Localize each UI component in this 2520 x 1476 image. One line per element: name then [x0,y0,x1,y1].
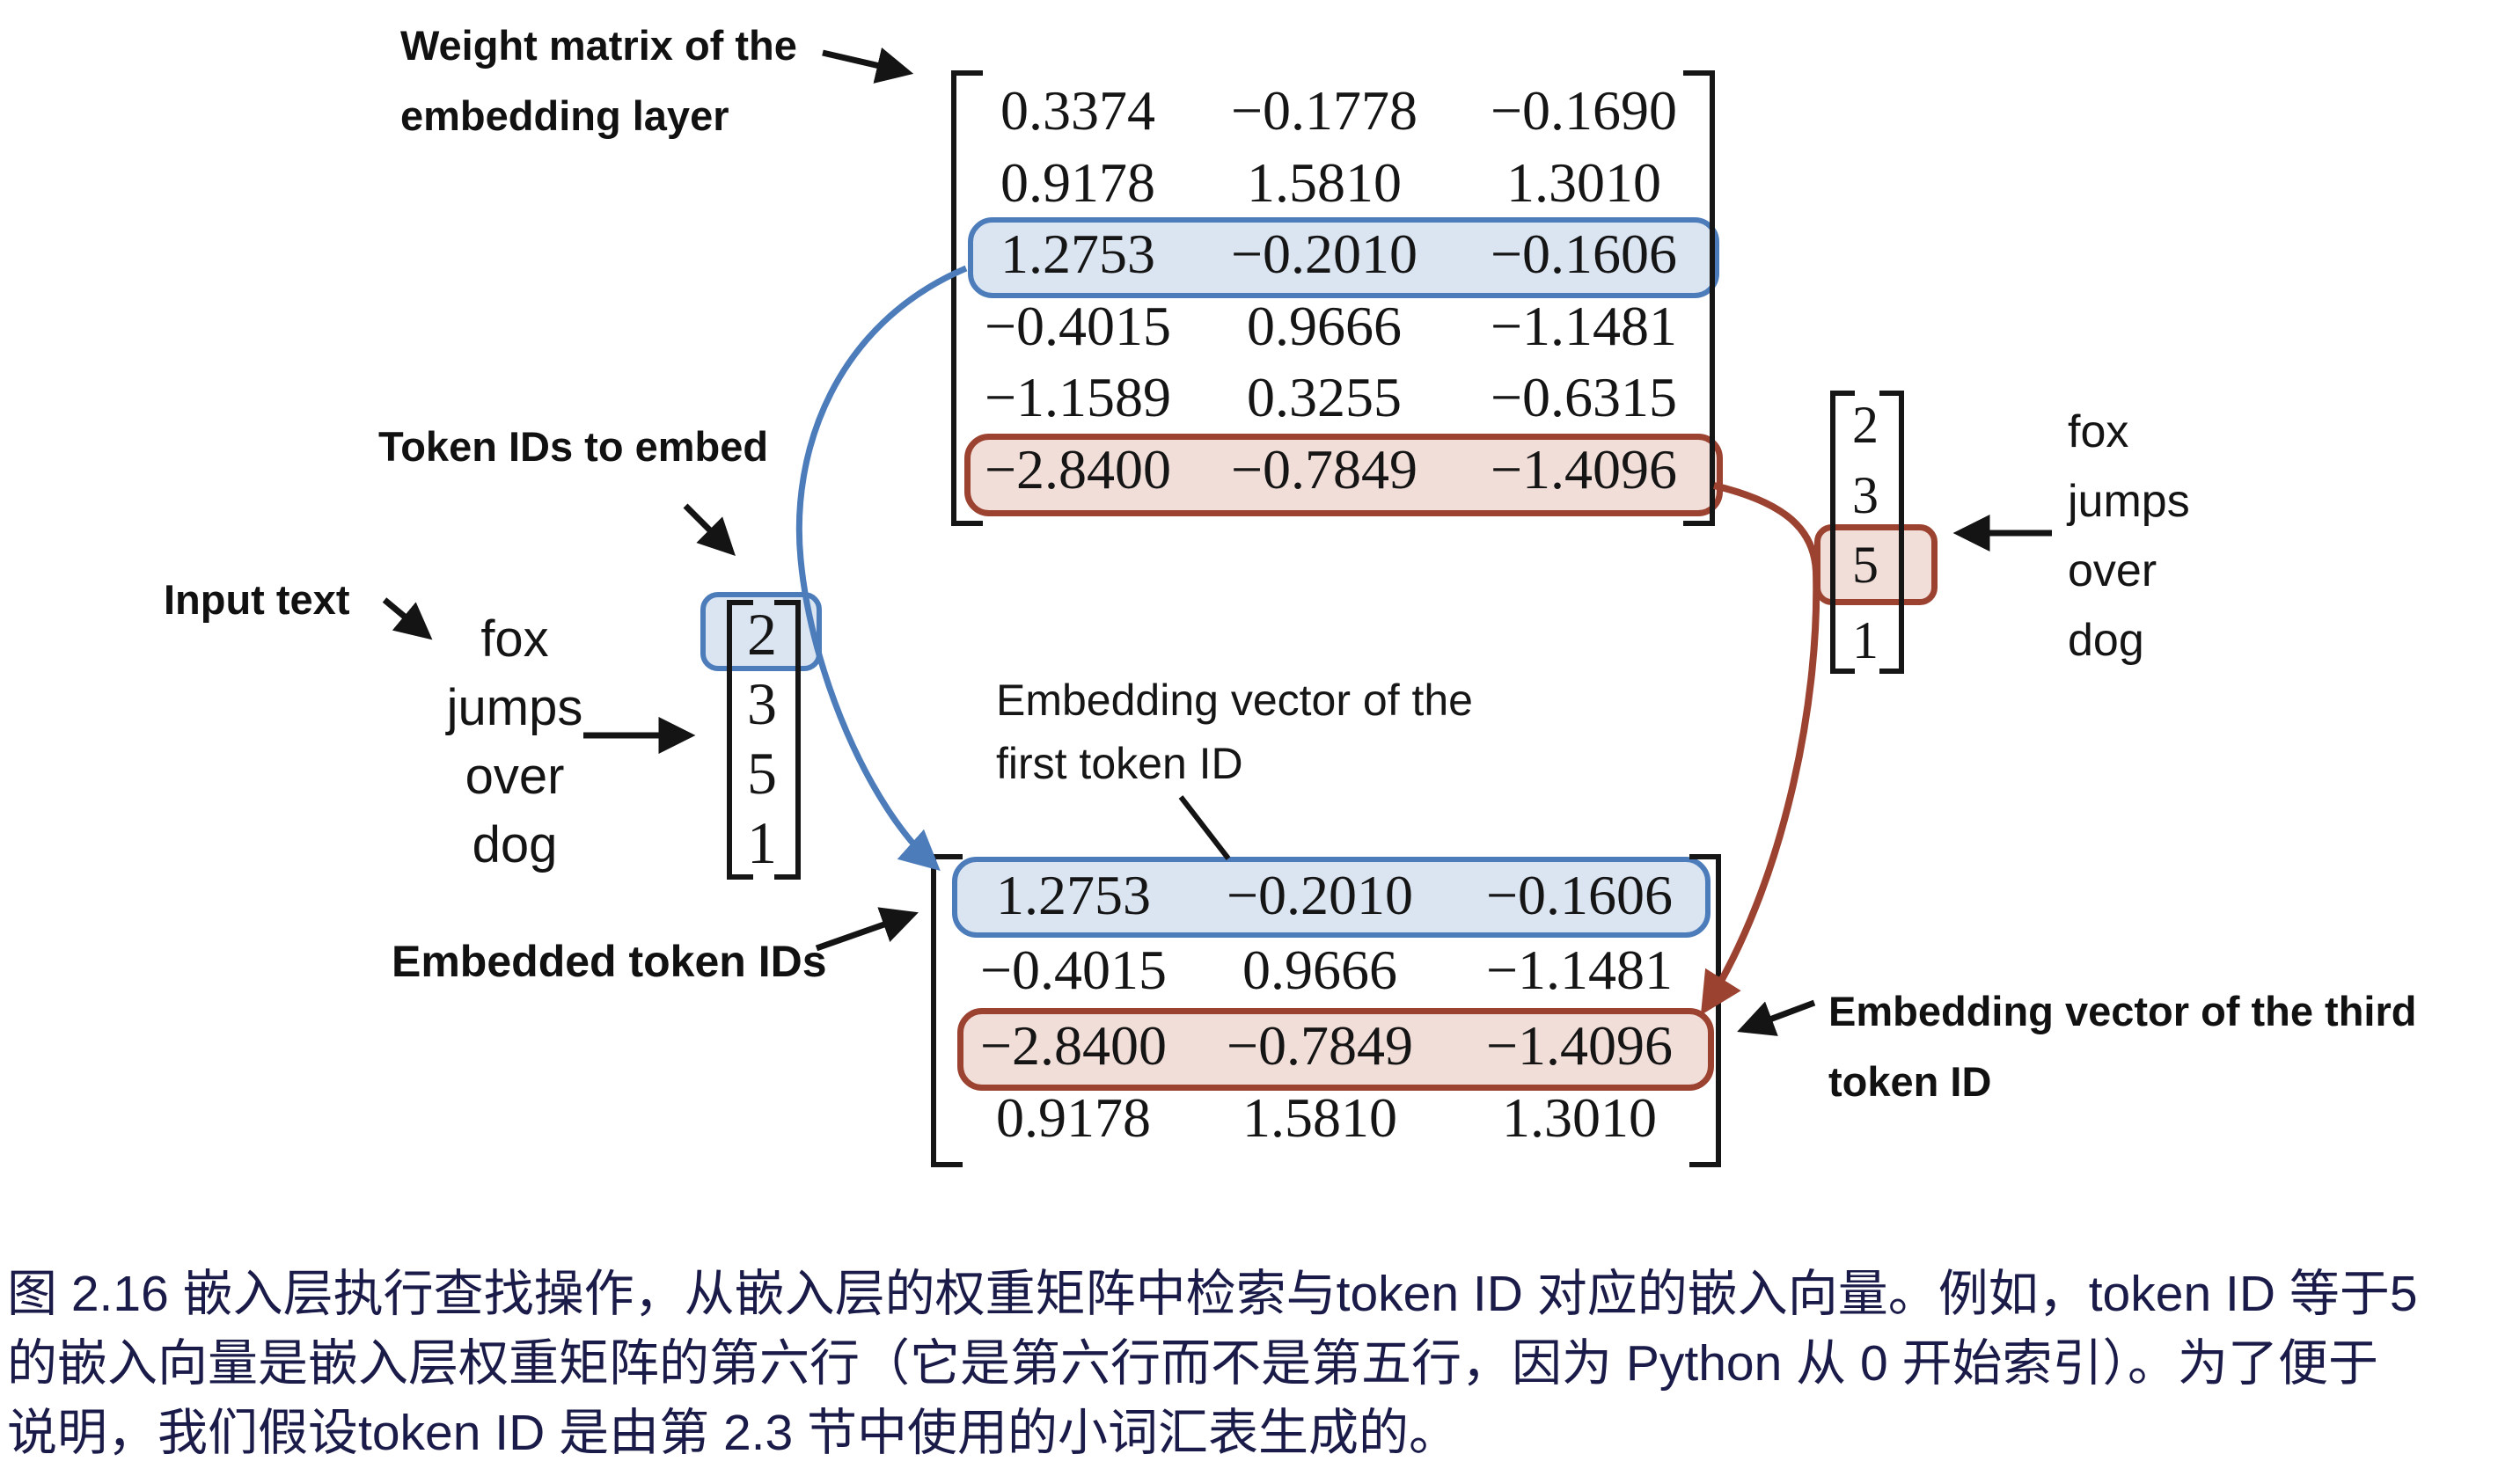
cell: 1.3010 [1506,151,1661,214]
left-vector-value-1: 2 [747,601,777,668]
arrow-token-ids-label [683,503,736,556]
cell: −1.1589 [984,366,1172,428]
input-word-over: over [465,748,565,805]
token-ids-label: Token IDs to embed [378,423,769,470]
cell: −0.7849 [1226,1014,1414,1077]
embedded-matrix-row3-highlight-red [957,1008,1714,1091]
cell: 1.2753 [996,864,1151,926]
weight-matrix-row-4: −0.4015 0.9666 −1.1481 [959,295,1716,358]
cell: −0.1778 [1230,79,1418,142]
arrow-embedding-vector-third-label [1737,999,1816,1036]
right-word-jumps: jumps [2068,476,2190,527]
cell: −2.8400 [984,438,1172,501]
embedded-matrix-row1-highlight-blue [952,857,1711,938]
embedded-matrix-row-3: −2.8400 −0.7849 −1.4096 [955,1014,1711,1078]
cell: 0.3255 [1247,366,1402,428]
weight-matrix-row-6: −2.8400 −0.7849 −1.4096 [959,438,1716,501]
right-vector-value-1: 2 [1852,396,1879,454]
embedding-vector-first-line1: Embedding vector of the [996,676,1473,725]
cell: −0.1606 [1490,223,1678,285]
embedded-matrix-row-4: 0.9178 1.5810 1.3010 [955,1086,1711,1150]
embedded-matrix-row-1: 1.2753 −0.2010 −0.1606 [955,864,1711,927]
weight-matrix-row-1: 0.3374 −0.1778 −0.1690 [959,79,1716,142]
embedded-token-ids-label: Embedded token IDs [392,937,827,986]
caption-line-3: 说明，我们假设token ID 是由第 2.3 节中使用的小词汇表生成的。 [7,1405,1460,1461]
weight-matrix-label-line2: embedding layer [400,92,729,139]
cell: 1.5810 [1247,151,1402,214]
left-vector-value-2: 3 [747,670,777,737]
weight-matrix-row-5: −1.1589 0.3255 −0.6315 [959,366,1716,429]
cell: 0.9178 [996,1086,1151,1149]
caption-line-1: 图 2.16 嵌入层执行查找操作，从嵌入层的权重矩阵中检索与token ID 对… [7,1266,2418,1322]
weight-matrix-label-line1: Weight matrix of the [400,22,797,69]
red-lookup-curve [1700,482,1820,1016]
right-vector-left-bracket [1830,391,1855,674]
pointer-line-embedding-vector-first [1178,795,1231,860]
caption-line-2: 的嵌入向量是嵌入层权重矩阵的第六行（它是第六行而不是第五行，因为 Python … [7,1335,2379,1392]
cell: −0.2010 [1230,223,1418,285]
cell: 1.3010 [1502,1086,1657,1149]
weight-matrix-row3-highlight-blue [968,217,1719,298]
cell: −1.4096 [1490,438,1678,501]
right-vector-value-3: 5 [1852,536,1879,594]
cell: 0.9666 [1242,939,1397,1001]
weight-matrix-right-bracket [1683,70,1715,526]
cell: −0.1690 [1490,79,1678,142]
input-words-right: fox jumps over dog [2068,398,2190,676]
left-vector-left-bracket [727,600,753,880]
cell: −0.4015 [979,939,1168,1001]
cell: −0.6315 [1490,366,1678,428]
right-word-fox: fox [2068,406,2129,457]
cell: 1.2753 [1000,223,1155,285]
cell: −2.8400 [979,1014,1168,1077]
weight-matrix-row-3: 1.2753 −0.2010 −0.1606 [959,223,1716,286]
figure-caption: 图 2.16 嵌入层执行查找操作，从嵌入层的权重矩阵中检索与token ID 对… [7,1260,2418,1468]
right-vector-value-4: 1 [1852,611,1879,669]
cell: −0.4015 [984,295,1172,357]
cell: 0.9178 [1000,151,1155,214]
cell: 0.3374 [1000,79,1155,142]
embedding-vector-first-label: Embedding vector of the first token ID [996,669,1473,795]
embedding-vector-third-label: Embedding vector of the third token ID [1828,976,2416,1117]
right-word-over: over [2068,545,2157,596]
blue-lookup-curve [795,265,968,872]
arrow-weight-matrix-label [822,47,914,84]
cell: −1.4096 [1485,1014,1674,1077]
cell: −1.1481 [1490,295,1678,357]
input-text-label: Input text [164,576,350,623]
input-word-fox: fox [480,610,549,668]
embedding-vector-third-line1: Embedding vector of the third [1828,988,2417,1034]
right-vector-right-bracket [1879,391,1904,674]
cell: −1.1481 [1485,939,1674,1001]
arrow-embedded-token-ids-label [815,907,919,952]
input-word-jumps: jumps [446,679,583,736]
cell: −0.1606 [1485,864,1674,926]
embedding-vector-third-line2: token ID [1828,1058,1992,1105]
right-vector-value-2: 3 [1852,466,1879,524]
embedded-matrix-row-2: −0.4015 0.9666 −1.1481 [955,939,1711,1002]
right-word-dog: dog [2068,615,2144,666]
cell: 0.9666 [1247,295,1402,357]
cell: −0.7849 [1230,438,1418,501]
cell: −0.2010 [1226,864,1414,926]
weight-matrix-label: Weight matrix of the embedding layer [400,11,797,151]
input-words-left: fox jumps over dog [387,605,642,880]
left-vector-value-4: 1 [747,809,777,876]
embedding-vector-first-line2: first token ID [996,739,1243,788]
input-word-dog: dog [472,816,558,873]
weight-matrix-row-2: 0.9178 1.5810 1.3010 [959,151,1716,215]
left-vector-value-3: 5 [747,740,777,807]
weight-matrix-row6-highlight-red [964,434,1723,516]
cell: 1.5810 [1242,1086,1397,1149]
